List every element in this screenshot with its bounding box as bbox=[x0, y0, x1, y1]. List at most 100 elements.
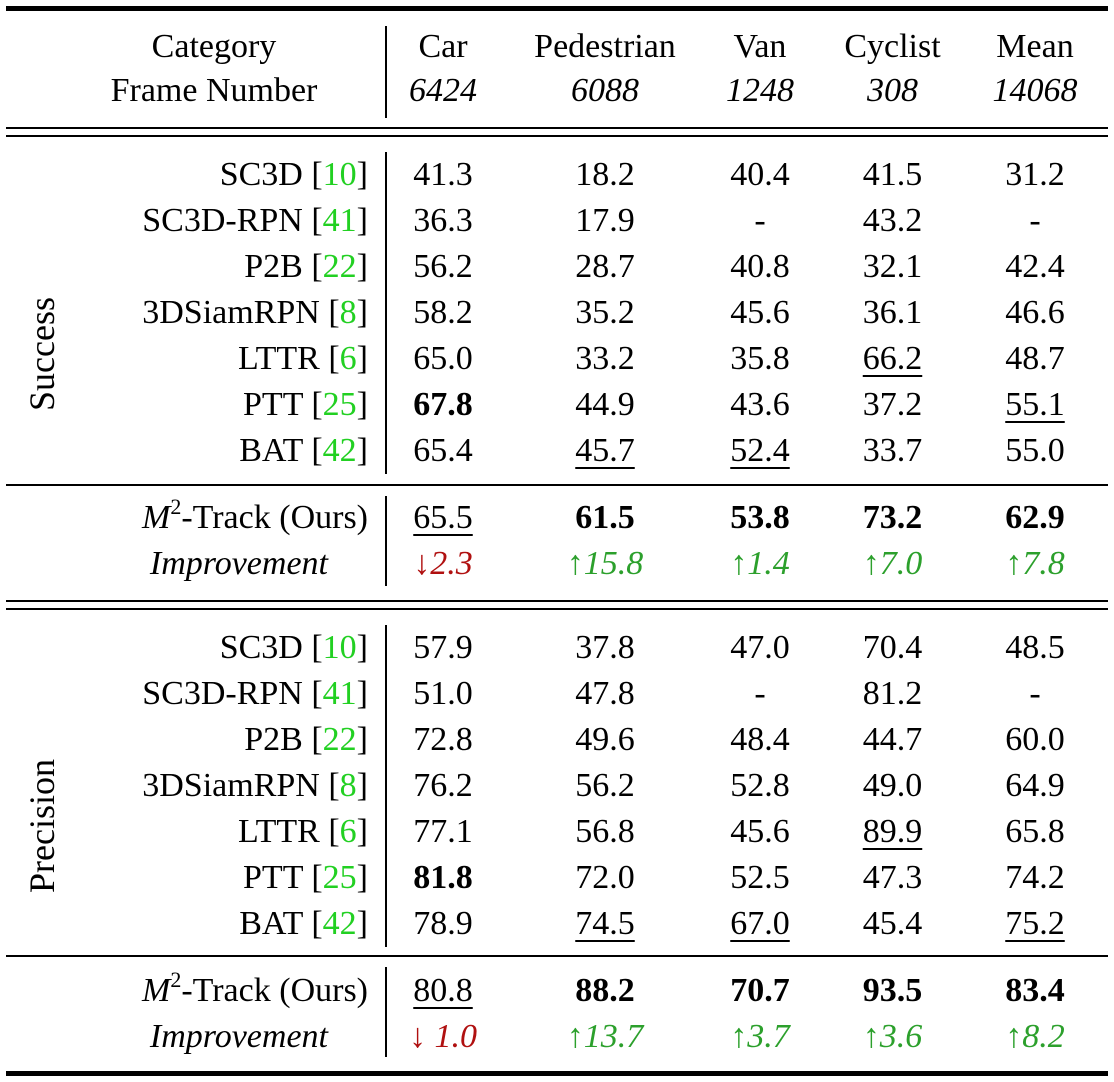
improvement-cell: ↑1.4 bbox=[730, 545, 790, 582]
score-cell: 52.4 bbox=[730, 432, 790, 469]
ours-prefix: M bbox=[142, 499, 171, 536]
ours-superscript: 2 bbox=[170, 967, 182, 992]
score-cell: 56.2 bbox=[575, 767, 635, 804]
ours-method-name: M2-Track (Ours) bbox=[60, 968, 368, 1014]
improvement-cell: ↑8.2 bbox=[1005, 1018, 1065, 1055]
frames-cyclist: 308 bbox=[867, 72, 918, 109]
score-cell: 51.0 bbox=[413, 675, 473, 712]
score-cell: 55.1 bbox=[1005, 386, 1065, 423]
improvement-cell: ↑3.6 bbox=[862, 1018, 923, 1055]
precision-ours-separator bbox=[385, 967, 387, 1057]
method-label: SC3D [ bbox=[219, 629, 323, 666]
ours-score-cell: 80.8 bbox=[413, 972, 473, 1009]
score-cell: 33.7 bbox=[862, 432, 923, 469]
citation-ref: 22 bbox=[322, 721, 357, 758]
score-cell: 74.2 bbox=[1005, 859, 1065, 896]
method-name: SC3D-RPN [41] bbox=[60, 671, 368, 717]
score-cell: 46.6 bbox=[1005, 294, 1065, 331]
citation-ref: 42 bbox=[322, 905, 357, 942]
citation-ref: 8 bbox=[339, 294, 357, 331]
section-double-rule-a bbox=[6, 600, 1108, 602]
citation-ref: 8 bbox=[339, 767, 357, 804]
score-cell: 18.2 bbox=[575, 156, 635, 193]
score-cell: 32.1 bbox=[862, 248, 923, 285]
score-cell: 43.6 bbox=[730, 386, 790, 423]
method-label: P2B [ bbox=[244, 721, 323, 758]
method-label: LTTR [ bbox=[237, 813, 340, 850]
score-cell: 40.4 bbox=[730, 156, 790, 193]
method-name: P2B [22] bbox=[60, 717, 368, 763]
score-cell: 45.6 bbox=[730, 294, 790, 331]
section-label-success: Success bbox=[22, 297, 62, 411]
score-cell: 47.0 bbox=[730, 629, 790, 666]
ours-score-cell: 65.5 bbox=[413, 499, 473, 536]
score-cell: 52.5 bbox=[730, 859, 790, 896]
score-cell: 35.8 bbox=[730, 340, 790, 377]
citation-ref: 10 bbox=[322, 156, 357, 193]
score-cell: 77.1 bbox=[413, 813, 473, 850]
score-cell: 65.8 bbox=[1005, 813, 1065, 850]
citation-ref: 6 bbox=[339, 340, 357, 377]
method-name: BAT [42] bbox=[60, 428, 368, 474]
frames-mean: 14068 bbox=[992, 72, 1078, 109]
improvement-cell: ↑15.8 bbox=[566, 545, 644, 582]
method-name: PTT [25] bbox=[60, 855, 368, 901]
citation-ref: 25 bbox=[322, 386, 357, 423]
citation-bracket: ] bbox=[356, 859, 368, 896]
score-cell: 44.9 bbox=[575, 386, 635, 423]
header-frame-number: Frame Number bbox=[110, 72, 318, 109]
header-double-rule-a bbox=[6, 127, 1108, 129]
citation-ref: 6 bbox=[339, 813, 357, 850]
score-cell: 37.2 bbox=[862, 386, 923, 423]
score-cell: 67.8 bbox=[413, 386, 473, 423]
citation-bracket: ] bbox=[356, 767, 368, 804]
citation-ref: 10 bbox=[322, 629, 357, 666]
score-cell: 64.9 bbox=[1005, 767, 1065, 804]
citation-ref: 42 bbox=[322, 432, 357, 469]
frames-car: 6424 bbox=[409, 72, 477, 109]
score-cell: 48.4 bbox=[730, 721, 790, 758]
header-car: Car bbox=[418, 28, 468, 65]
citation-bracket: ] bbox=[356, 905, 368, 942]
score-cell: 81.8 bbox=[413, 859, 473, 896]
ours-score-cell: 93.5 bbox=[862, 972, 923, 1009]
method-name: SC3D [10] bbox=[60, 152, 368, 198]
ours-score-cell: 70.7 bbox=[730, 972, 790, 1009]
improvement-label: Improvement bbox=[149, 545, 328, 582]
improvement-cell: ↑7.0 bbox=[862, 545, 923, 582]
score-cell: 33.2 bbox=[575, 340, 635, 377]
frames-pedestrian: 6088 bbox=[571, 72, 639, 109]
score-cell: 45.7 bbox=[575, 432, 635, 469]
score-cell: 78.9 bbox=[413, 905, 473, 942]
score-cell: 65.0 bbox=[413, 340, 473, 377]
score-cell: 48.7 bbox=[1005, 340, 1065, 377]
citation-bracket: ] bbox=[356, 156, 368, 193]
method-label: BAT [ bbox=[239, 905, 323, 942]
ours-score-cell: 61.5 bbox=[575, 499, 635, 536]
score-cell: 67.0 bbox=[730, 905, 790, 942]
ours-score-cell: 73.2 bbox=[862, 499, 923, 536]
method-label: P2B [ bbox=[244, 248, 323, 285]
top-rule bbox=[6, 6, 1108, 11]
citation-bracket: ] bbox=[356, 248, 368, 285]
score-cell: 48.5 bbox=[1005, 629, 1065, 666]
score-cell: 36.3 bbox=[413, 202, 473, 239]
method-label: SC3D-RPN [ bbox=[142, 675, 323, 712]
score-cell: 45.4 bbox=[862, 905, 923, 942]
score-cell: 55.0 bbox=[1005, 432, 1065, 469]
score-cell: 66.2 bbox=[862, 340, 923, 377]
method-name: 3DSiamRPN [8] bbox=[60, 290, 368, 336]
citation-bracket: ] bbox=[356, 340, 368, 377]
score-cell: 28.7 bbox=[575, 248, 635, 285]
score-cell: 57.9 bbox=[413, 629, 473, 666]
success-ours-rule bbox=[6, 484, 1108, 486]
ours-prefix: M bbox=[142, 972, 171, 1009]
method-name: 3DSiamRPN [8] bbox=[60, 763, 368, 809]
method-label: BAT [ bbox=[239, 432, 323, 469]
score-cell: 60.0 bbox=[1005, 721, 1065, 758]
score-cell: 65.4 bbox=[413, 432, 473, 469]
citation-bracket: ] bbox=[356, 629, 368, 666]
section-double-rule-b bbox=[6, 608, 1108, 610]
ours-superscript: 2 bbox=[170, 494, 182, 519]
